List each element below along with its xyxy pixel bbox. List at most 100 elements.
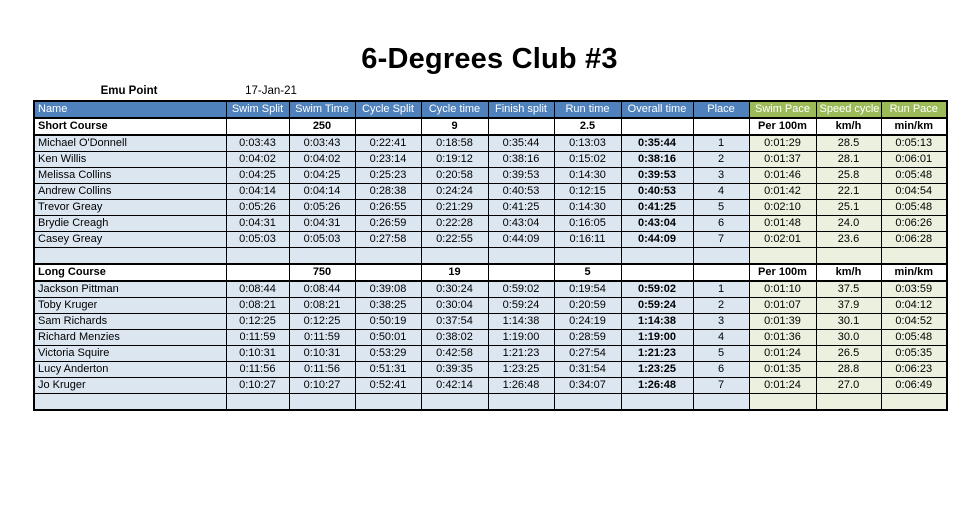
cell-speed-cycle: 27.0: [815, 376, 882, 394]
column-header-swim-pace: Swim Pace: [748, 99, 817, 119]
cell-overall-time: 0:44:09: [620, 230, 694, 248]
cell-run-pace: 0:03:59: [880, 280, 948, 298]
section-swim-split: [225, 262, 290, 282]
section-run-pace: min/km: [880, 116, 948, 136]
event-location: Emu Point: [100, 84, 158, 97]
column-header-swim-split: Swim Split: [225, 99, 290, 119]
cell-swim-time: 0:05:26: [288, 198, 356, 216]
cell-swim-pace: 0:01:36: [748, 328, 817, 346]
cell-finish-split: 1:26:48: [487, 376, 555, 394]
cell-swim-time: 0:10:27: [288, 376, 356, 394]
cell-cycle-split: 0:26:59: [354, 214, 422, 232]
section-label-long-course: Long Course: [33, 262, 227, 282]
cell-swim-split: 0:11:56: [225, 360, 290, 378]
cell-run-pace: 0:05:48: [880, 328, 948, 346]
cell-cycle-time: 0:42:58: [420, 344, 489, 362]
column-header-overall-time: Overall time: [620, 99, 694, 119]
cell-name: Andrew Collins: [33, 182, 227, 200]
cell-swim-pace: 0:01:24: [748, 376, 817, 394]
column-header-place: Place: [692, 99, 750, 119]
cell-run-time: 0:20:59: [553, 296, 622, 314]
cell-run-time: 0:19:54: [553, 280, 622, 298]
cell-finish-split: 1:23:25: [487, 360, 555, 378]
cell-empty-run-time: [553, 392, 622, 411]
cell-swim-time: 0:12:25: [288, 312, 356, 330]
cell-overall-time: 0:35:44: [620, 134, 694, 152]
column-header-cycle-split: Cycle Split: [354, 99, 422, 119]
column-header-run-pace: Run Pace: [880, 99, 948, 119]
cell-finish-split: 0:44:09: [487, 230, 555, 248]
cell-name: Brydie Creagh: [33, 214, 227, 232]
cell-overall-time: 0:38:16: [620, 150, 694, 168]
cell-swim-time: 0:05:03: [288, 230, 356, 248]
cell-finish-split: 0:59:02: [487, 280, 555, 298]
cell-empty-speed-cycle: [815, 246, 882, 265]
result-row: Brydie Creagh 0:04:31 0:04:31 0:26:59 0:22:2…: [33, 214, 948, 232]
cell-cycle-split: 0:25:23: [354, 166, 422, 184]
cell-run-time: 0:34:07: [553, 376, 622, 394]
cell-name: Jackson Pittman: [33, 280, 227, 298]
cell-cycle-split: 0:39:08: [354, 280, 422, 298]
cell-empty-run-pace: [880, 392, 948, 411]
cell-name: Michael O'Donnell: [33, 134, 227, 152]
cell-finish-split: 1:19:00: [487, 328, 555, 346]
cell-swim-time: 0:03:43: [288, 134, 356, 152]
cell-speed-cycle: 26.5: [815, 344, 882, 362]
cell-speed-cycle: 28.1: [815, 150, 882, 168]
cell-run-pace: 0:05:35: [880, 344, 948, 362]
cell-cycle-time: 0:42:14: [420, 376, 489, 394]
cell-name: Sam Richards: [33, 312, 227, 330]
cell-cycle-time: 0:30:04: [420, 296, 489, 314]
results-table: Name Swim Split Swim Time Cycle Split Cycle …: [33, 99, 948, 411]
cell-empty-run-pace: [880, 246, 948, 265]
cell-place: 4: [692, 328, 750, 346]
cell-run-pace: 0:06:23: [880, 360, 948, 378]
cell-empty-place: [692, 392, 750, 411]
cell-name: Victoria Squire: [33, 344, 227, 362]
cell-overall-time: 0:41:25: [620, 198, 694, 216]
cell-swim-pace: 0:01:39: [748, 312, 817, 330]
cell-cycle-time: 0:24:24: [420, 182, 489, 200]
cell-run-pace: 0:06:28: [880, 230, 948, 248]
cell-empty-swim-time: [288, 246, 356, 265]
cell-swim-split: 0:04:25: [225, 166, 290, 184]
page-title: 6-Degrees Club #3: [361, 43, 618, 75]
section-swim-pace: Per 100m: [748, 116, 817, 136]
section-speed-cycle: km/h: [815, 116, 882, 136]
column-header-swim-time: Swim Time: [288, 99, 356, 119]
cell-swim-split: 0:08:44: [225, 280, 290, 298]
cell-swim-split: 0:03:43: [225, 134, 290, 152]
cell-overall-time: 1:21:23: [620, 344, 694, 362]
result-row: Victoria Squire 0:10:31 0:10:31 0:53:29 0:42…: [33, 344, 948, 362]
cell-cycle-split: 0:22:41: [354, 134, 422, 152]
section-cycle-split: [354, 116, 422, 136]
cell-speed-cycle: 28.8: [815, 360, 882, 378]
section-swim-split: [225, 116, 290, 136]
cell-run-pace: 0:04:52: [880, 312, 948, 330]
meta-row: Emu Point 17-Jan-21: [33, 83, 979, 99]
cell-cycle-split: 0:38:25: [354, 296, 422, 314]
cell-swim-pace: 0:01:24: [748, 344, 817, 362]
spacer-row: [33, 392, 948, 411]
cell-cycle-split: 0:23:14: [354, 150, 422, 168]
cell-name: Ken Willis: [33, 150, 227, 168]
cell-place: 5: [692, 344, 750, 362]
cell-cycle-split: 0:28:38: [354, 182, 422, 200]
cell-place: 3: [692, 312, 750, 330]
cell-swim-time: 0:10:31: [288, 344, 356, 362]
column-header-finish-split: Finish split: [487, 99, 555, 119]
cell-overall-time: 0:39:53: [620, 166, 694, 184]
cell-swim-pace: 0:01:42: [748, 182, 817, 200]
cell-swim-pace: 0:02:10: [748, 198, 817, 216]
cell-name: Trevor Greay: [33, 198, 227, 216]
cell-swim-time: 0:11:56: [288, 360, 356, 378]
result-row: Jo Kruger 0:10:27 0:10:27 0:52:41 0:42:14 1:2…: [33, 376, 948, 394]
cell-run-time: 0:16:11: [553, 230, 622, 248]
cell-speed-cycle: 28.5: [815, 134, 882, 152]
section-swim-time: 250: [288, 116, 356, 136]
results-table-body: Name Swim Split Swim Time Cycle Split Cycle …: [33, 99, 948, 411]
cell-place: 6: [692, 214, 750, 232]
result-row: Richard Menzies 0:11:59 0:11:59 0:50:01 0:38…: [33, 328, 948, 346]
cell-empty-run-time: [553, 246, 622, 265]
cell-speed-cycle: 37.5: [815, 280, 882, 298]
